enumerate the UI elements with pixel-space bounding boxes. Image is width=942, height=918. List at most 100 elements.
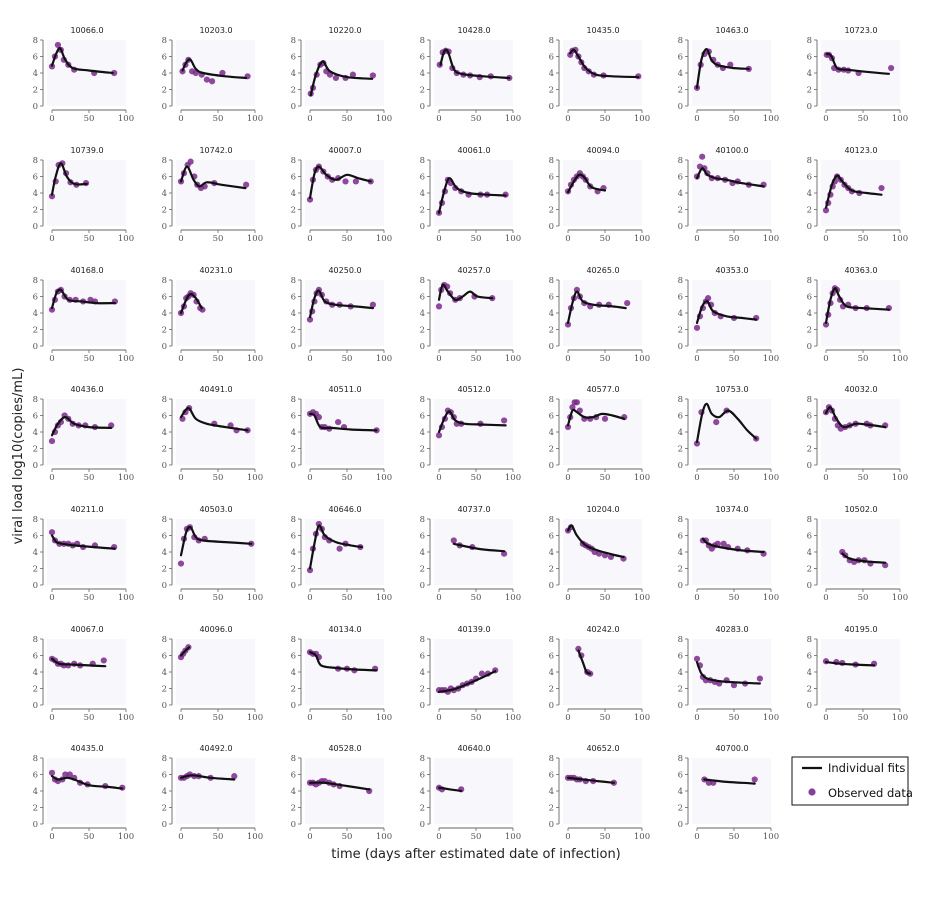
x-tick-label: 50 — [342, 114, 353, 124]
y-tick-label: 6 — [678, 53, 683, 63]
fit-line — [695, 300, 758, 324]
y-tick-label: 0 — [678, 102, 683, 112]
y-tick-label: 8 — [549, 515, 554, 525]
observed-point — [66, 771, 73, 778]
panel-10723.0: 10723.0 0 2 4 6 8 0 50 100 — [807, 26, 909, 124]
y-tick-label: 4 — [420, 668, 425, 678]
y-tick-label: 8 — [33, 395, 38, 405]
x-tick-label: 0 — [178, 354, 183, 364]
panel-background — [47, 160, 126, 226]
x-tick-label: 100 — [634, 473, 650, 483]
y-tick-label: 4 — [420, 548, 425, 558]
panel-grid: 10066.0 0 2 4 6 8 0 50 100 10203.0 0 2 4 6 8 0 50 100 1022… — [33, 26, 909, 842]
x-tick-label: 50 — [84, 832, 95, 842]
y-tick-label: 6 — [291, 532, 296, 542]
fit-line — [179, 774, 236, 781]
y-tick-label: 4 — [291, 548, 296, 558]
x-tick-label: 0 — [823, 114, 828, 124]
x-tick-label: 100 — [118, 234, 134, 244]
x-tick-label: 50 — [858, 114, 869, 124]
y-tick-label: 8 — [420, 156, 425, 166]
legend-label-observed: Observed data — [828, 786, 913, 800]
observed-point — [177, 560, 185, 567]
y-tick-label: 2 — [420, 326, 425, 336]
x-tick-label: 0 — [436, 114, 441, 124]
y-tick-label: 2 — [678, 685, 683, 695]
y-tick-label: 0 — [420, 342, 425, 352]
observed-point — [187, 158, 194, 165]
fit-line — [179, 407, 249, 432]
y-tick-label: 6 — [420, 412, 425, 422]
y-tick-label: 2 — [33, 206, 38, 216]
panel-background — [563, 399, 642, 465]
y-tick-label: 2 — [807, 326, 812, 336]
panel-title: 40283.0 — [715, 625, 748, 634]
y-tick-label: 4 — [162, 309, 167, 319]
y-tick-label: 4 — [549, 189, 554, 199]
x-tick-label: 50 — [84, 473, 95, 483]
y-tick-label: 4 — [678, 548, 683, 558]
y-tick-label: 2 — [807, 206, 812, 216]
legend-box — [791, 756, 909, 806]
panel-background — [434, 519, 513, 585]
y-tick-label: 0 — [549, 222, 554, 232]
y-tick-label: 6 — [162, 771, 167, 781]
x-tick-label: 50 — [84, 234, 95, 244]
y-tick-label: 8 — [162, 36, 167, 46]
y-tick-label: 0 — [678, 820, 683, 830]
y-tick-label: 6 — [33, 652, 38, 662]
y-tick-label: 2 — [420, 86, 425, 96]
y-tick-label: 4 — [33, 69, 38, 79]
panel-40032.0: 40032.0 0 2 4 6 8 0 50 100 — [807, 385, 909, 483]
y-tick-label: 2 — [33, 565, 38, 575]
fit-line — [437, 786, 463, 793]
y-tick-label: 6 — [162, 532, 167, 542]
panel-10066.0: 10066.0 0 2 4 6 8 0 50 100 — [33, 26, 135, 124]
y-tick-label: 8 — [549, 276, 554, 286]
observed-point — [751, 776, 758, 783]
panel-title: 10428.0 — [457, 26, 490, 35]
observed-point — [501, 417, 508, 424]
y-tick-label: 0 — [291, 581, 296, 591]
observed-point — [888, 64, 895, 72]
fit-line — [437, 177, 507, 214]
x-tick-label: 50 — [213, 114, 224, 124]
x-tick-label: 0 — [178, 473, 183, 483]
x-tick-label: 100 — [376, 354, 392, 364]
panel-40492.0: 40492.0 0 2 4 6 8 0 50 100 — [162, 744, 264, 842]
panel-40652.0: 40652.0 0 2 4 6 8 0 50 100 — [549, 744, 651, 842]
panel-title: 40139.0 — [457, 625, 490, 634]
y-tick-label: 8 — [678, 36, 683, 46]
y-tick-label: 0 — [33, 342, 38, 352]
x-tick-label: 50 — [213, 473, 224, 483]
fit-line — [437, 283, 494, 302]
x-tick-label: 0 — [694, 713, 699, 723]
fit-line — [695, 48, 750, 89]
y-tick-label: 8 — [549, 754, 554, 764]
x-tick-label: 50 — [213, 354, 224, 364]
y-tick-label: 8 — [291, 515, 296, 525]
panel-background — [692, 758, 771, 824]
y-tick-label: 4 — [549, 309, 554, 319]
y-tick-label: 6 — [549, 173, 554, 183]
y-tick-label: 4 — [678, 309, 683, 319]
panel-40231.0: 40231.0 0 2 4 6 8 0 50 100 — [162, 266, 264, 364]
panel-10203.0: 10203.0 0 2 4 6 8 0 50 100 — [162, 26, 264, 124]
y-tick-label: 6 — [420, 53, 425, 63]
x-tick-label: 0 — [436, 593, 441, 603]
panel-40067.0: 40067.0 0 2 4 6 8 0 50 100 — [33, 625, 135, 723]
x-tick-label: 100 — [118, 114, 134, 124]
y-tick-label: 4 — [807, 189, 812, 199]
panel-40257.0: 40257.0 0 2 4 6 8 0 50 100 — [420, 266, 522, 364]
y-tick-label: 4 — [420, 189, 425, 199]
y-tick-label: 0 — [420, 581, 425, 591]
y-tick-label: 6 — [678, 652, 683, 662]
y-tick-label: 4 — [549, 668, 554, 678]
y-tick-label: 0 — [678, 461, 683, 471]
x-tick-label: 100 — [763, 832, 779, 842]
y-tick-label: 8 — [678, 276, 683, 286]
y-tick-label: 0 — [807, 461, 812, 471]
observed-point — [720, 540, 727, 547]
y-tick-label: 8 — [807, 395, 812, 405]
